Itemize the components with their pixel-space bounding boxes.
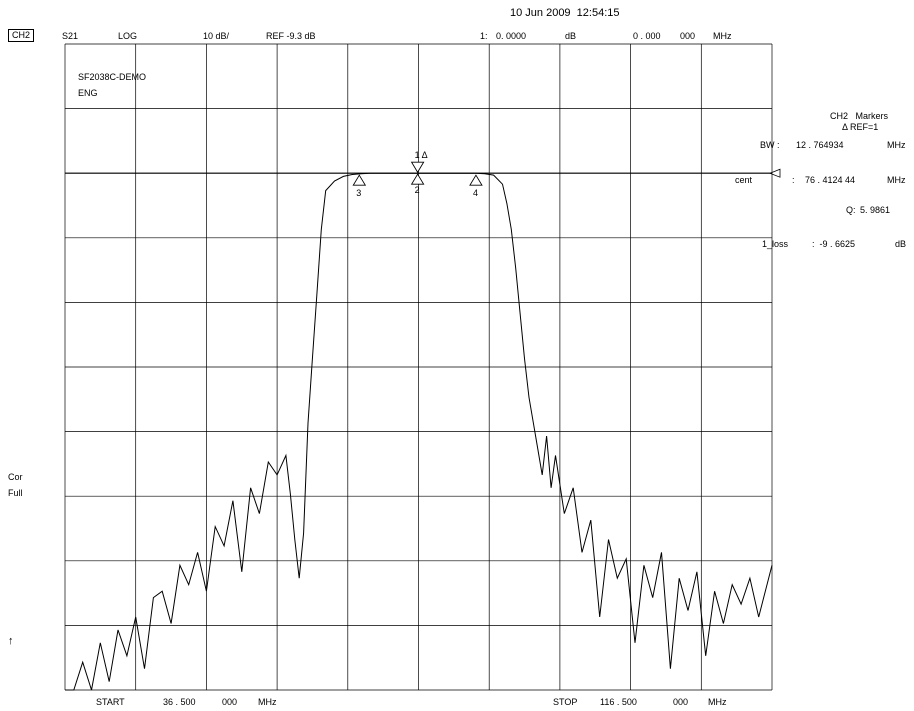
marker-4-icon <box>469 174 483 186</box>
marker-value: 0. 0000 <box>496 31 527 41</box>
bw-unit: MHz <box>887 140 906 150</box>
marker-freq: 0 . 000 <box>633 31 661 41</box>
start-value: 36 . 500 <box>163 697 196 707</box>
cent-colon: : <box>792 175 795 185</box>
cor-label: Cor <box>8 472 23 482</box>
s21-trace <box>65 172 773 691</box>
q-label: Q: <box>846 205 856 215</box>
timestamp: 10 Jun 2009 12:54:15 <box>510 7 620 19</box>
delta-ref-label: Δ REF=1 <box>842 122 879 132</box>
marker-4-label: 4 <box>473 188 478 198</box>
trace-line <box>65 172 773 691</box>
plot-grid <box>64 43 773 691</box>
marker-2-label: 2 <box>415 185 420 195</box>
scale-label: 10 dB/ <box>203 31 230 41</box>
format-label: LOG <box>118 31 138 41</box>
device-title: SF2038C-DEMO <box>78 72 147 82</box>
up-arrow-icon: ↑ <box>8 635 14 647</box>
marker-num: 1: <box>480 31 488 41</box>
stop-value-2: 000 <box>673 697 689 707</box>
delta-ref-text: REF=1 <box>850 122 879 132</box>
marker-glyphs: 3 1 Δ 2 4 <box>352 150 483 198</box>
cent-unit: MHz <box>887 175 906 185</box>
marker-1-icon <box>410 161 425 174</box>
param-label: S21 <box>62 31 79 41</box>
start-unit: MHz <box>258 697 277 707</box>
marker-3-label: 3 <box>356 188 361 198</box>
stop-label: STOP <box>553 697 578 707</box>
marker-unit-db: dB <box>565 31 577 41</box>
channel-badge: CH2 <box>8 29 35 42</box>
marker-unit-mhz: MHz <box>713 31 732 41</box>
cent-value: 76 . 4124 44 <box>805 175 856 185</box>
start-value-2: 000 <box>222 697 238 707</box>
bw-label: BW : <box>760 140 780 150</box>
reference-arrow-icon <box>768 168 781 178</box>
ref-label: REF -9.3 dB <box>266 31 316 41</box>
full-label: Full <box>8 488 23 498</box>
device-subtitle: ENG <box>78 88 98 98</box>
marker-1-label: 1 Δ <box>415 150 428 160</box>
marker-3-icon <box>352 174 367 186</box>
start-label: START <box>96 697 125 707</box>
marker-2-icon <box>410 173 425 185</box>
loss-unit: dB <box>895 239 907 249</box>
loss-label: 1_loss <box>762 239 789 249</box>
marker-freq-2: 000 <box>680 31 696 41</box>
stop-unit: MHz <box>708 697 727 707</box>
bw-value: 12 . 764934 <box>796 140 844 150</box>
stop-value: 116 . 500 <box>600 697 637 707</box>
q-value: 5. 9861 <box>860 205 891 215</box>
cent-label: cent <box>735 175 753 185</box>
loss-value: : -9 . 6625 <box>812 239 856 249</box>
markers-heading: CH2 Markers <box>830 111 889 121</box>
